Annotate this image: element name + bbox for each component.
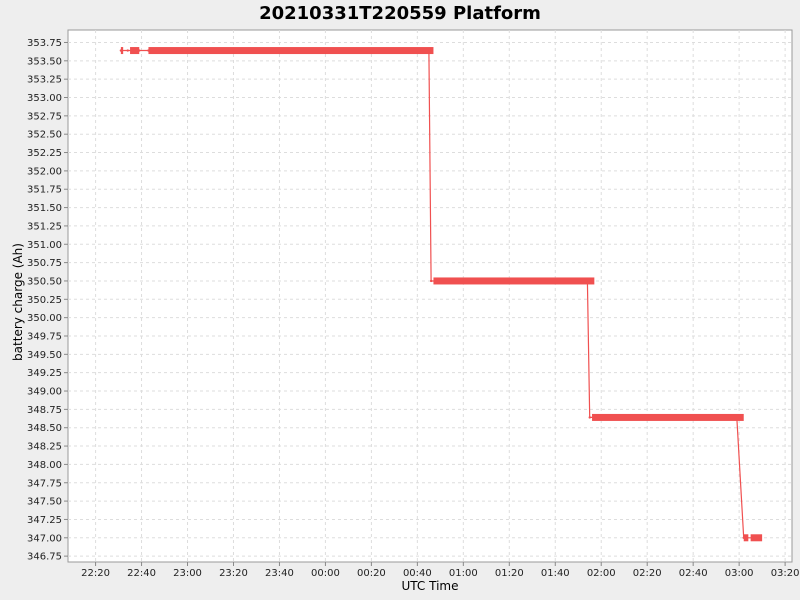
chart-title: 20210331T220559 Platform — [259, 3, 541, 24]
data-segment — [120, 47, 124, 55]
x-tick-label: 00:40 — [403, 568, 432, 579]
data-segment — [592, 413, 744, 421]
y-tick-label: 352.50 — [27, 130, 62, 141]
x-tick-label: 01:00 — [449, 568, 478, 579]
x-tick-label: 03:00 — [725, 568, 754, 579]
x-tick-label: 23:40 — [265, 568, 294, 579]
data-point — [126, 49, 129, 52]
y-tick-label: 348.25 — [27, 442, 62, 453]
x-tick-label: 03:20 — [771, 568, 800, 579]
x-tick-label: 01:20 — [495, 568, 524, 579]
data-segment — [750, 534, 763, 542]
y-tick-label: 353.25 — [27, 75, 62, 86]
y-tick-label: 353.50 — [27, 56, 62, 67]
y-tick-label: 349.75 — [27, 331, 62, 342]
data-point — [588, 416, 591, 419]
x-tick-label: 02:00 — [587, 568, 616, 579]
y-tick-label: 350.50 — [27, 276, 62, 287]
y-tick-label: 352.25 — [27, 148, 62, 159]
y-tick-label: 348.50 — [27, 423, 62, 434]
y-tick-label: 350.75 — [27, 258, 62, 269]
x-tick-label: 00:00 — [311, 568, 340, 579]
y-tick-label: 349.25 — [27, 368, 62, 379]
x-axis-label: UTC Time — [402, 579, 459, 593]
y-tick-label: 346.75 — [27, 552, 62, 563]
y-tick-label: 348.75 — [27, 405, 62, 416]
x-tick-label: 02:20 — [633, 568, 662, 579]
data-segment — [130, 47, 140, 55]
y-axis-label: battery charge (Ah) — [11, 243, 25, 361]
y-tick-label: 351.75 — [27, 185, 62, 196]
x-tick-label: 23:20 — [219, 568, 248, 579]
y-tick-label: 350.00 — [27, 313, 62, 324]
y-tick-label: 348.00 — [27, 460, 62, 471]
y-tick-label: 352.75 — [27, 111, 62, 122]
y-tick-label: 347.25 — [27, 515, 62, 526]
x-tick-label: 22:20 — [81, 568, 110, 579]
y-tick-label: 351.00 — [27, 240, 62, 251]
x-tick-label: 02:40 — [679, 568, 708, 579]
x-tick-label: 22:40 — [127, 568, 156, 579]
x-axis: 22:20 22:40 23:00 23:20 23:40 00:00 00:20 00:40… — [81, 562, 800, 579]
x-tick-label: 01:40 — [541, 568, 570, 579]
y-tick-label: 351.50 — [27, 203, 62, 214]
y-tick-label: 350.25 — [27, 295, 62, 306]
data-segment — [433, 277, 595, 285]
y-tick-label: 347.00 — [27, 533, 62, 544]
y-tick-label: 347.75 — [27, 478, 62, 489]
x-tick-label: 00:20 — [357, 568, 386, 579]
y-axis: 346.75 347.00 347.25 347.50 347.75 348.00 348.… — [27, 38, 68, 563]
data-segment — [743, 534, 749, 542]
y-tick-label: 349.00 — [27, 387, 62, 398]
y-tick-label: 353.75 — [27, 38, 62, 49]
y-tick-label: 352.00 — [27, 166, 62, 177]
y-tick-label: 351.25 — [27, 221, 62, 232]
y-tick-label: 349.50 — [27, 350, 62, 361]
y-tick-label: 353.00 — [27, 93, 62, 104]
x-tick-label: 23:00 — [173, 568, 202, 579]
y-tick-label: 347.50 — [27, 497, 62, 508]
data-segment — [148, 47, 434, 55]
data-point — [429, 279, 433, 283]
series-layer — [119, 47, 763, 542]
